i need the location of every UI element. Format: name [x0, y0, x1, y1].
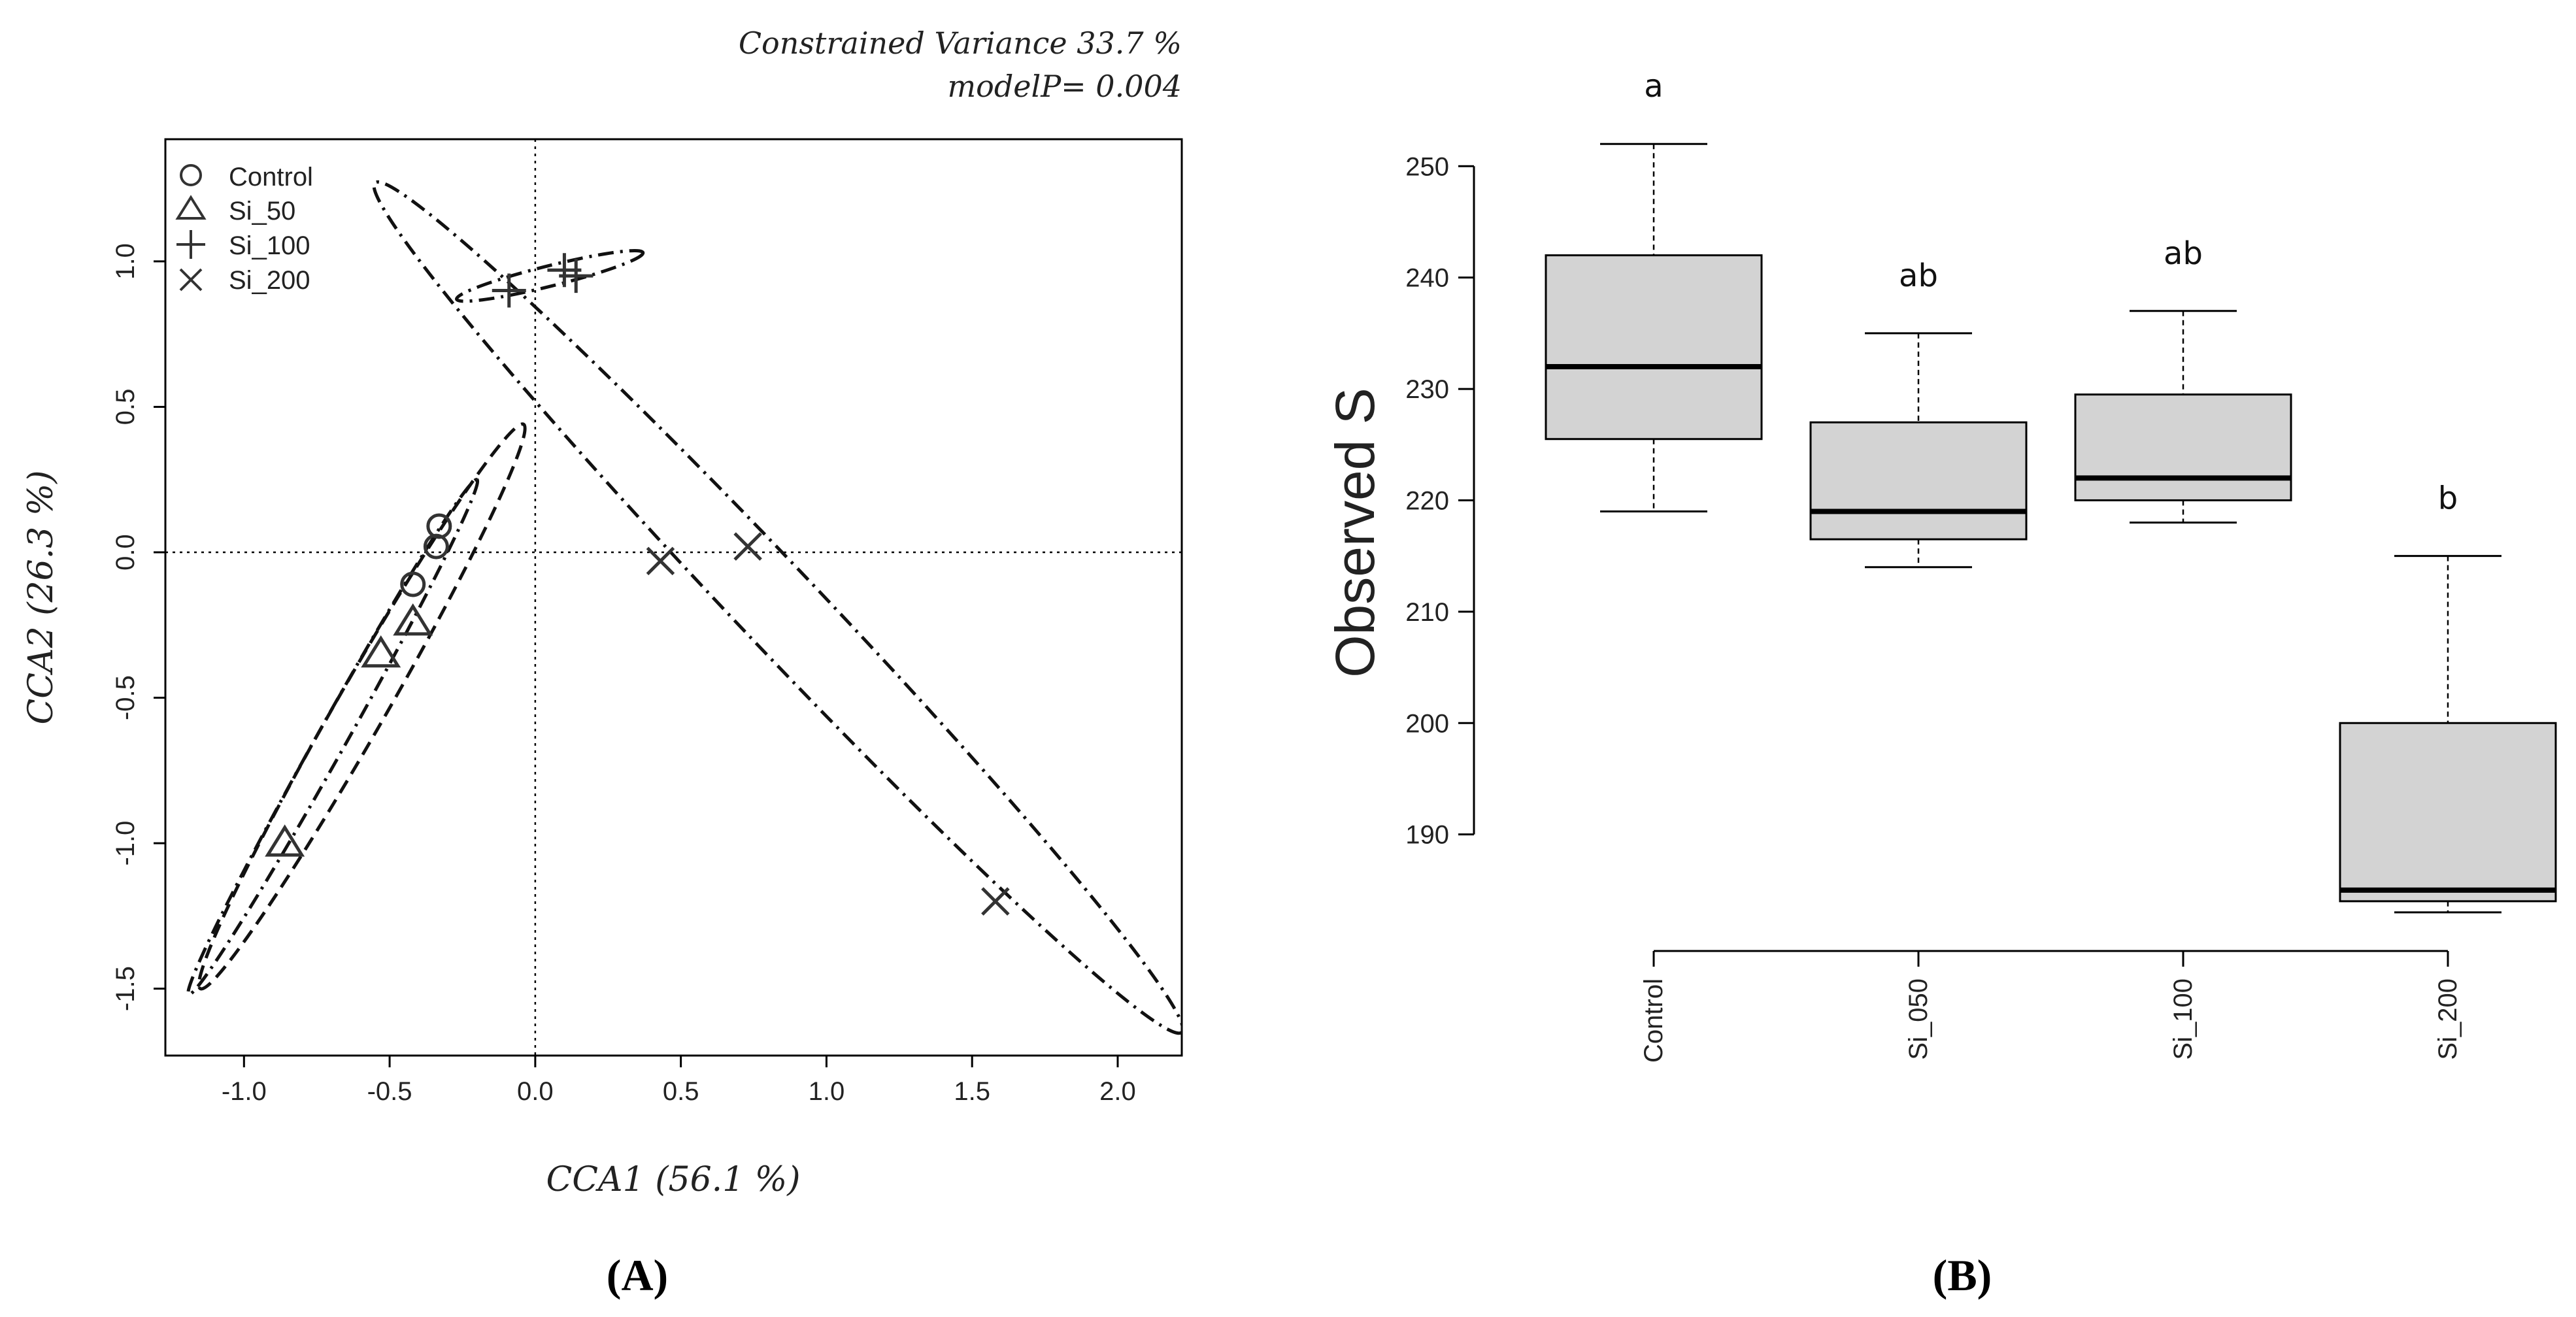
- cca-plot-frame: [164, 138, 1183, 1057]
- point-si-50: [393, 603, 433, 636]
- y-tick-label: 0.0: [111, 534, 140, 571]
- cca-y-axis: -1.5 -1.0 -0.5 0.0 0.5 1.0: [111, 243, 165, 1011]
- ellipse-control: [197, 422, 527, 991]
- iqr-box: [2339, 722, 2557, 903]
- cca-reference-lines: [165, 139, 1182, 1056]
- box-si-200: b: [2339, 480, 2557, 914]
- cca-x-label: CCA1 (56.1 %): [546, 1160, 800, 1199]
- cca-annotation-pvalue: modelP= 0.004: [948, 69, 1182, 104]
- y-tick-label: 230: [1405, 375, 1449, 404]
- y-tick-label: 1.0: [111, 243, 140, 280]
- legend-label-si-100: Si_100: [229, 231, 310, 260]
- y-tick-label: -1.5: [111, 966, 140, 1011]
- legend-marker-si-100: [176, 230, 205, 259]
- cca-annotation-variance: Constrained Variance 33.7 %: [739, 25, 1182, 61]
- y-tick-label: -0.5: [111, 675, 140, 720]
- y-tick-label: 220: [1405, 486, 1449, 515]
- significance-letter: a: [1644, 68, 1663, 105]
- legend-label-control: Control: [229, 163, 313, 192]
- cca-panel: Constrained Variance 33.7 % modelP= 0.00…: [22, 25, 1183, 1300]
- boxplot-x-axis: Control Si_050 Si_100 Si_200: [1639, 950, 2462, 1063]
- point-si-100: [559, 259, 594, 293]
- panel-label-a: (A): [607, 1250, 668, 1300]
- x-tick-label: 1.0: [809, 1077, 845, 1106]
- box-control: a: [1545, 68, 1763, 512]
- legend-marker-si-200: [179, 268, 203, 292]
- cca-y-label: CCA2 (26.3 %): [22, 470, 61, 724]
- x-tick-label: Si_200: [2434, 978, 2462, 1060]
- significance-letter: ab: [2164, 235, 2203, 272]
- cca-points: [265, 253, 1010, 916]
- y-tick-label: -1.0: [111, 821, 140, 866]
- y-tick-label: 240: [1405, 264, 1449, 293]
- y-tick-label: 200: [1405, 709, 1449, 738]
- legend-marker-control: [180, 164, 202, 186]
- x-tick-label: 1.5: [954, 1077, 990, 1106]
- point-si-200: [646, 546, 675, 576]
- box-si-100: ab: [2074, 235, 2292, 524]
- point-control: [426, 513, 452, 539]
- significance-letter: ab: [1899, 258, 1938, 294]
- iqr-box: [2074, 393, 2292, 501]
- y-tick-label: 250: [1405, 152, 1449, 181]
- y-tick-label: 210: [1405, 598, 1449, 627]
- point-si-200: [733, 532, 762, 561]
- significance-letter: b: [2438, 480, 2458, 517]
- point-control: [423, 533, 449, 559]
- boxplot-boxes: a ab ab b: [1545, 68, 2557, 914]
- y-tick-label: 0.5: [111, 389, 140, 425]
- legend-label-si-200: Si_200: [229, 266, 310, 295]
- ellipse-si-200: [372, 180, 1182, 1035]
- x-tick-label: Si_050: [1904, 978, 1933, 1060]
- point-control: [400, 571, 426, 597]
- iqr-box: [1545, 254, 1763, 441]
- x-tick-label: 0.0: [517, 1077, 554, 1106]
- x-tick-label: 0.5: [663, 1077, 699, 1106]
- boxplot-y-label: Observed S: [1324, 388, 1386, 678]
- box-si-050: ab: [1809, 258, 2028, 569]
- point-si-200: [981, 887, 1010, 916]
- panel-label-b: (B): [1933, 1250, 1992, 1300]
- cca-x-axis: -1.0 -0.5 0.0 0.5 1.0 1.5 2.0: [222, 1056, 1136, 1106]
- boxplot-panel: 190 200 210 220 230 240 250 a ab ab b Control Si_0…: [1324, 68, 2557, 1300]
- boxplot-y-axis: 190 200 210 220 230 240 250: [1405, 152, 1475, 850]
- ellipse-si-100: [455, 248, 645, 303]
- legend-marker-si-50: [175, 195, 207, 220]
- point-si-100: [492, 273, 526, 308]
- x-tick-label: -1.0: [222, 1077, 267, 1106]
- x-tick-label: -0.5: [367, 1077, 412, 1106]
- cca-legend: Control Si_50 Si_100 Si_200: [175, 163, 313, 295]
- point-si-50: [265, 824, 305, 857]
- iqr-box: [1809, 421, 2028, 541]
- ellipse-si-50: [186, 478, 480, 997]
- cca-ellipses: [186, 180, 1182, 1035]
- y-tick-label: 190: [1405, 821, 1449, 850]
- legend-label-si-50: Si_50: [229, 197, 295, 225]
- point-si-50: [361, 635, 401, 668]
- x-tick-label: Control: [1639, 978, 1668, 1063]
- x-tick-label: 2.0: [1099, 1077, 1136, 1106]
- x-tick-label: Si_100: [2169, 978, 2198, 1060]
